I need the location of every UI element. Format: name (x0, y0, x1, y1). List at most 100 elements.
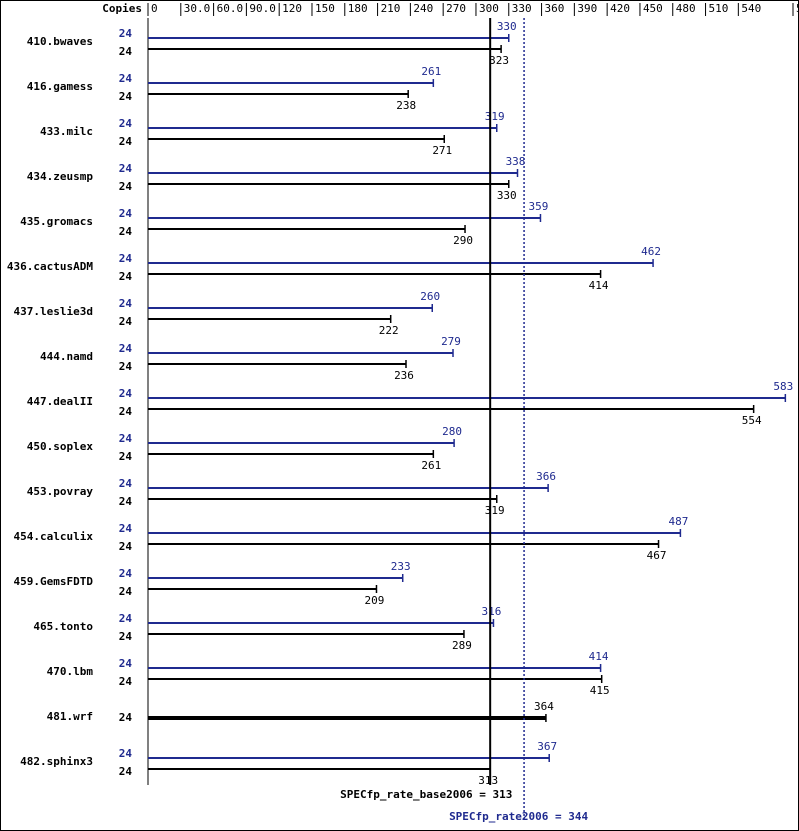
copies-label: 24 (119, 657, 133, 670)
copies-label: 24 (119, 270, 133, 283)
copies-label: 24 (119, 495, 133, 508)
value-label: 260 (420, 290, 440, 303)
copies-label: 24 (119, 342, 133, 355)
copies-label: 24 (119, 477, 133, 490)
value-label: 222 (379, 324, 399, 337)
copies-label: 24 (119, 540, 133, 553)
x-tick-label: 240 (413, 2, 433, 15)
value-label: 313 (478, 774, 498, 787)
x-tick-label: 60.0 (217, 2, 244, 15)
value-label: 487 (668, 515, 688, 528)
category-label: 453.povray (27, 485, 94, 498)
value-label: 280 (442, 425, 462, 438)
copies-label: 24 (119, 405, 133, 418)
x-tick-label: 90.0 (249, 2, 276, 15)
reference-label: SPECfp_rate_base2006 = 313 (340, 788, 512, 801)
copies-label: 24 (119, 72, 133, 85)
value-label: 462 (641, 245, 661, 258)
value-label: 414 (589, 279, 609, 292)
copies-label: 24 (119, 765, 133, 778)
x-tick-label: 540 (741, 2, 761, 15)
value-label: 236 (394, 369, 414, 382)
x-tick-label: 120 (282, 2, 302, 15)
copies-label: 24 (119, 252, 133, 265)
value-label: 583 (773, 380, 793, 393)
copies-label: 24 (119, 675, 133, 688)
x-tick-label: 270 (446, 2, 466, 15)
value-label: 233 (391, 560, 411, 573)
copies-label: 24 (119, 135, 133, 148)
reference-label: SPECfp_rate2006 = 344 (449, 810, 588, 823)
category-label: 482.sphinx3 (20, 755, 93, 768)
category-label: 437.leslie3d (14, 305, 93, 318)
copies-label: 24 (119, 387, 133, 400)
copies-label: 24 (119, 117, 133, 130)
x-tick-label: 360 (545, 2, 565, 15)
copies-label: 24 (119, 567, 133, 580)
category-label: 454.calculix (14, 530, 94, 543)
category-label: 410.bwaves (27, 35, 93, 48)
category-label: 481.wrf (47, 710, 93, 723)
copies-label: 24 (119, 27, 133, 40)
value-label: 238 (396, 99, 416, 112)
value-label: 209 (365, 594, 385, 607)
value-label: 261 (421, 65, 441, 78)
category-label: 436.cactusADM (7, 260, 93, 273)
x-tick-label: 510 (709, 2, 729, 15)
value-label: 414 (589, 650, 609, 663)
x-tick-label: 330 (512, 2, 532, 15)
value-label: 319 (485, 110, 505, 123)
x-tick-label: 390 (577, 2, 597, 15)
x-tick-label: 30.0 (184, 2, 211, 15)
x-tick-label: 420 (610, 2, 630, 15)
category-label: 435.gromacs (20, 215, 93, 228)
category-label: 416.gamess (27, 80, 93, 93)
x-tick-label: 450 (643, 2, 663, 15)
copies-label: 24 (119, 450, 133, 463)
category-label: 433.milc (40, 125, 93, 138)
x-tick-label: 300 (479, 2, 499, 15)
copies-label: 24 (119, 747, 133, 760)
category-label: 459.GemsFDTD (14, 575, 94, 588)
copies-label: 24 (119, 225, 133, 238)
value-label: 359 (529, 200, 549, 213)
copies-header: Copies (102, 2, 142, 15)
copies-label: 24 (119, 297, 133, 310)
copies-label: 24 (119, 207, 133, 220)
value-label: 261 (421, 459, 441, 472)
value-label: 330 (497, 189, 517, 202)
x-tick-label: 0 (151, 2, 158, 15)
value-label: 319 (485, 504, 505, 517)
value-label: 554 (742, 414, 762, 427)
value-label: 290 (453, 234, 473, 247)
value-label: 364 (534, 700, 554, 713)
x-tick-label: 590 (796, 2, 799, 15)
x-tick-label: 480 (676, 2, 696, 15)
copies-label: 24 (119, 180, 133, 193)
value-label: 271 (432, 144, 452, 157)
x-tick-label: 150 (315, 2, 335, 15)
value-label: 289 (452, 639, 472, 652)
category-label: 447.dealII (27, 395, 93, 408)
value-label: 279 (441, 335, 461, 348)
copies-label: 24 (119, 612, 133, 625)
value-label: 367 (537, 740, 557, 753)
x-tick-label: 210 (381, 2, 401, 15)
copies-label: 24 (119, 90, 133, 103)
category-label: 450.soplex (27, 440, 94, 453)
copies-label: 24 (119, 315, 133, 328)
category-label: 465.tonto (33, 620, 93, 633)
copies-label: 24 (119, 711, 133, 724)
value-label: 467 (647, 549, 667, 562)
value-label: 323 (489, 54, 509, 67)
category-label: 470.lbm (47, 665, 94, 678)
copies-label: 24 (119, 630, 133, 643)
copies-label: 24 (119, 432, 133, 445)
copies-label: 24 (119, 162, 133, 175)
copies-label: 24 (119, 45, 133, 58)
x-tick-label: 180 (348, 2, 368, 15)
category-label: 434.zeusmp (27, 170, 94, 183)
category-label: 444.namd (40, 350, 93, 363)
value-label: 330 (497, 20, 517, 33)
